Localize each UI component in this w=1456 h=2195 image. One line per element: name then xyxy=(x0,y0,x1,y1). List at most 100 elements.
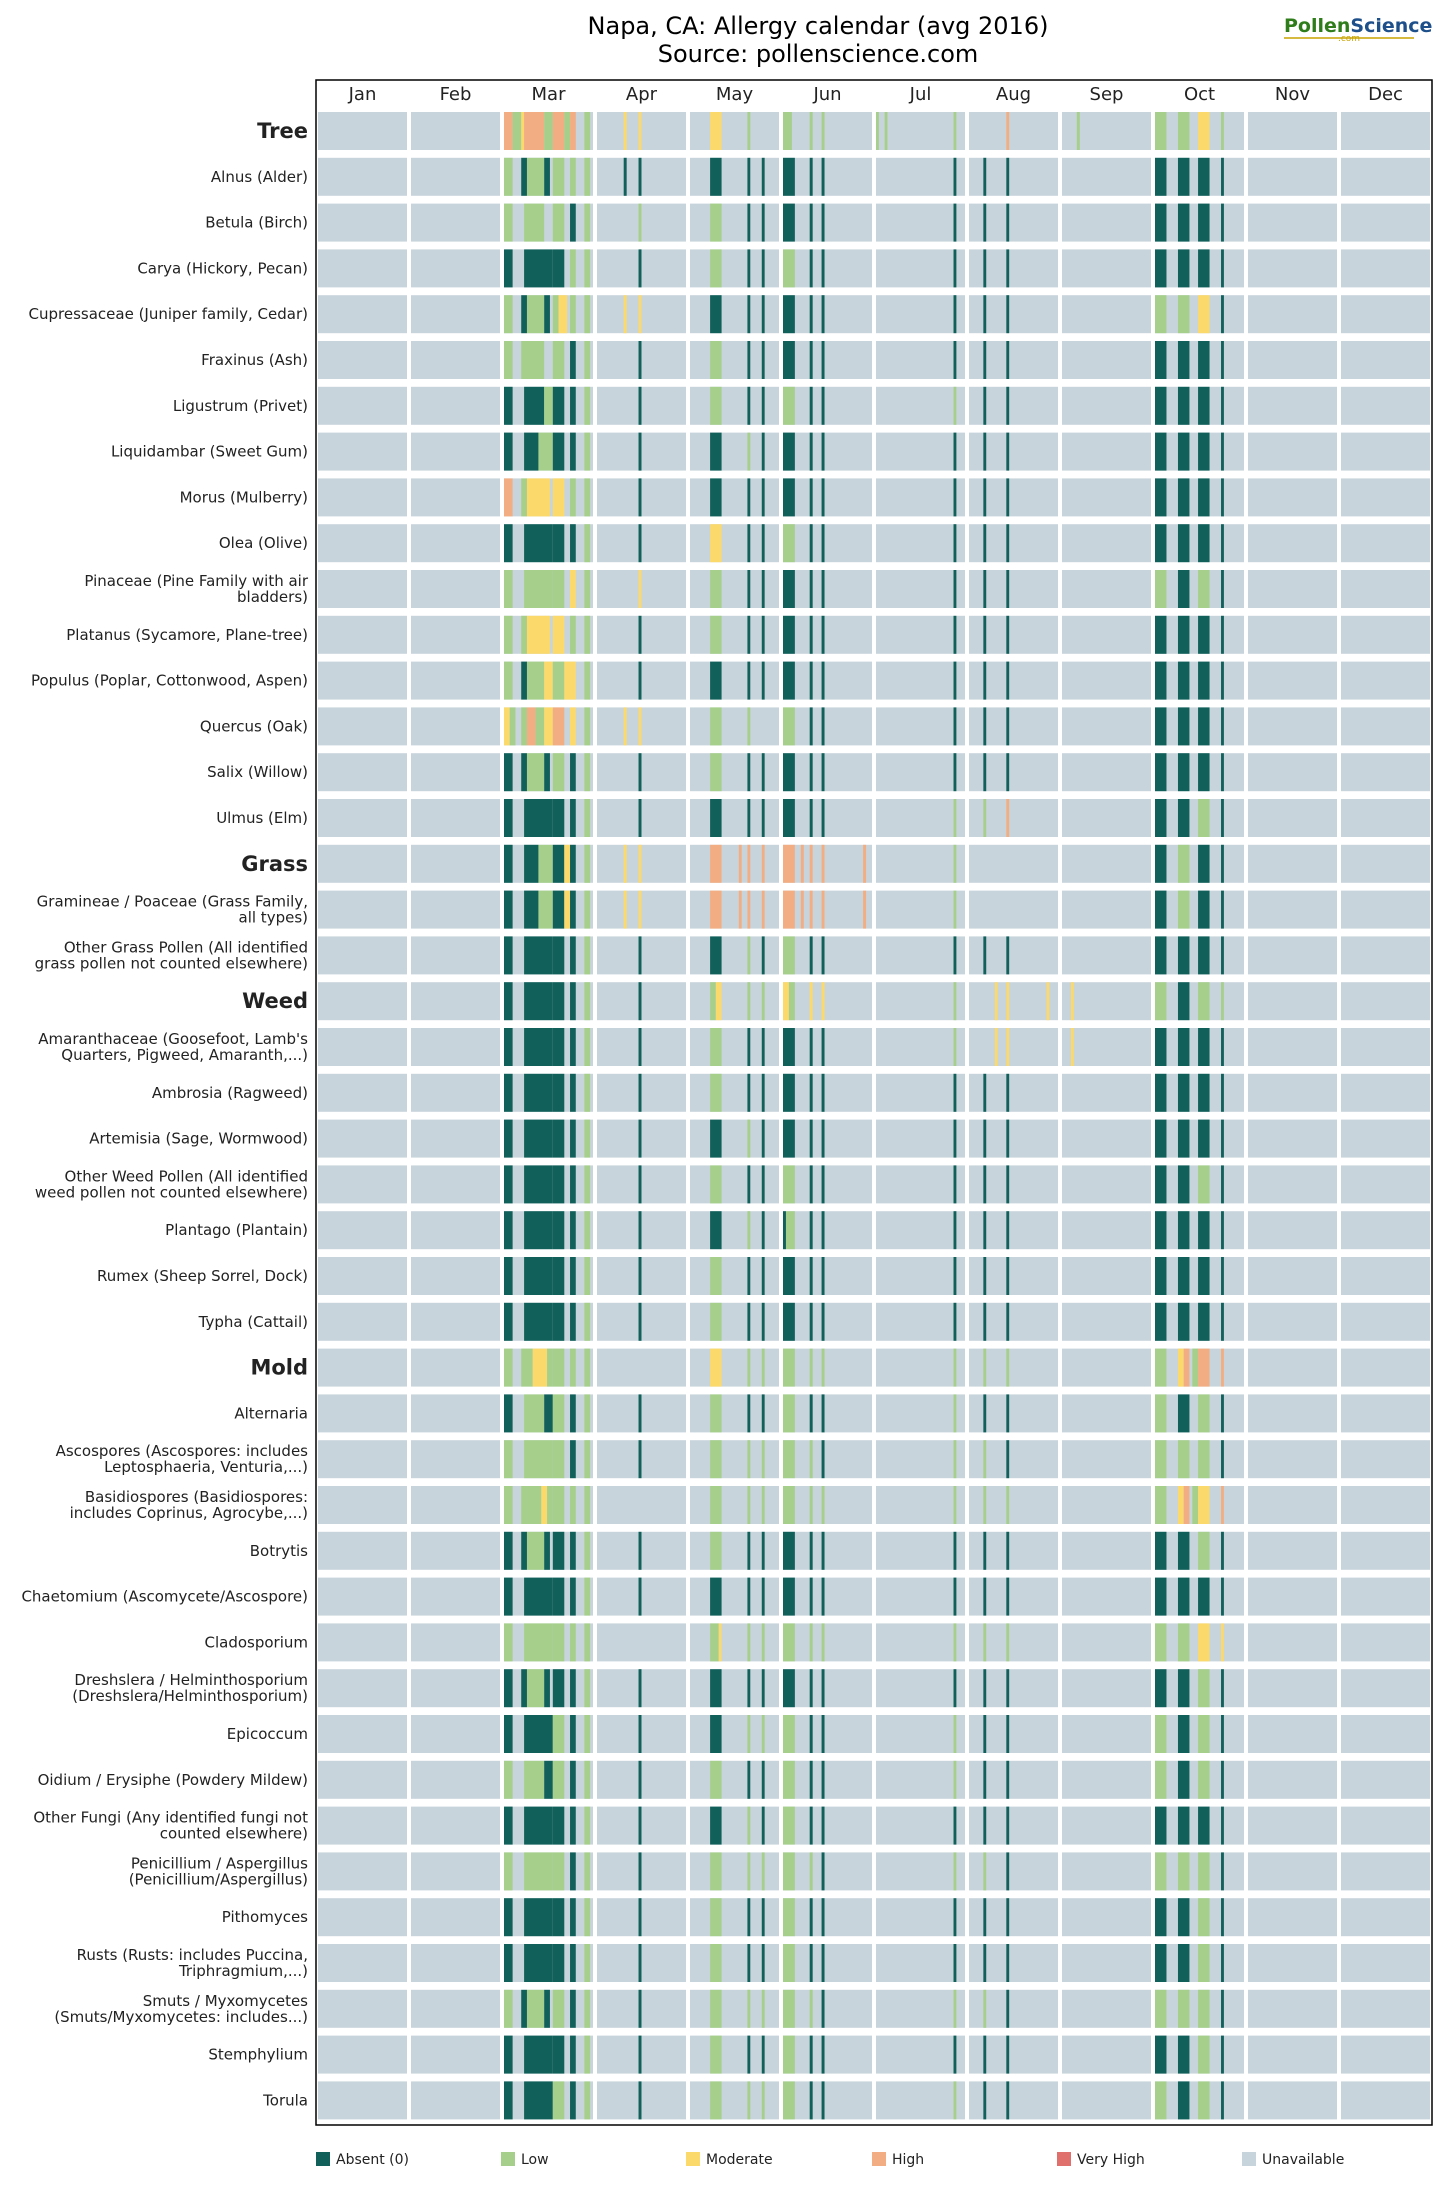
month-cell xyxy=(1248,1073,1337,1112)
pollen-mark xyxy=(504,1577,513,1616)
pollen-mark xyxy=(552,1806,565,1845)
pollen-mark xyxy=(747,1486,751,1524)
month-cell xyxy=(1341,1211,1430,1250)
month-cell xyxy=(411,1577,500,1616)
pollen-mark xyxy=(747,1944,751,1982)
pollen-mark xyxy=(821,1211,825,1250)
month-cell xyxy=(690,1531,779,1570)
month-cell xyxy=(318,707,407,746)
pollen-mark xyxy=(783,478,795,517)
pollen-mark xyxy=(524,936,553,975)
pollen-mark xyxy=(821,341,825,379)
pollen-mark xyxy=(983,753,987,792)
pollen-mark xyxy=(1006,661,1010,700)
month-cell xyxy=(1062,157,1151,196)
pollen-mark xyxy=(953,936,957,975)
month-cell xyxy=(1062,1348,1151,1387)
pollen-mark xyxy=(552,1989,565,2028)
pollen-mark xyxy=(524,570,553,608)
pollen-mark xyxy=(1177,1944,1190,1982)
pollen-mark xyxy=(747,112,751,150)
pollen-mark xyxy=(718,1623,722,1662)
pollen-mark xyxy=(638,295,642,334)
month-cell xyxy=(969,1760,1058,1799)
pollen-mark xyxy=(809,844,813,883)
pollen-mark xyxy=(809,982,813,1021)
month-cell xyxy=(318,1806,407,1845)
pollen-mark xyxy=(638,2035,642,2074)
month-cell xyxy=(318,1028,407,1066)
month-cell xyxy=(1062,1302,1151,1341)
month-cell xyxy=(969,1715,1058,1753)
pollen-mark xyxy=(1192,1348,1199,1387)
month-cell xyxy=(783,432,872,471)
month-cell xyxy=(411,1944,500,1982)
pollen-mark xyxy=(1155,615,1167,654)
pollen-mark xyxy=(1221,1257,1224,1295)
month-cell xyxy=(690,570,779,608)
pollen-mark xyxy=(552,1531,565,1570)
pollen-mark xyxy=(953,1119,957,1158)
pollen-mark xyxy=(570,799,576,837)
pollen-mark xyxy=(1221,1898,1224,1937)
pollen-mark xyxy=(552,432,565,471)
month-cell xyxy=(969,1531,1058,1570)
pollen-mark xyxy=(710,570,722,608)
pollen-mark xyxy=(710,1302,722,1341)
month-cell xyxy=(411,1806,500,1845)
month-cell xyxy=(969,1852,1058,1891)
month-cell xyxy=(318,1715,407,1753)
month-cell xyxy=(411,1394,500,1433)
pollen-mark xyxy=(1006,1257,1010,1295)
pollen-mark xyxy=(584,2035,591,2074)
month-cell xyxy=(411,1073,500,1112)
pollen-mark xyxy=(983,1623,987,1662)
group-label: Tree xyxy=(257,119,308,143)
row-label: Botrytis xyxy=(250,1542,308,1560)
month-cell xyxy=(1248,203,1337,242)
pollen-mark xyxy=(1221,1119,1224,1158)
pollen-mark xyxy=(1221,478,1224,517)
pollen-mark xyxy=(1155,844,1167,883)
month-cell xyxy=(1248,570,1337,608)
pollen-mark xyxy=(1155,1257,1167,1295)
pollen-mark xyxy=(564,890,571,929)
pollen-mark xyxy=(983,386,987,425)
pollen-mark xyxy=(584,1623,591,1662)
pollen-mark xyxy=(809,661,813,700)
pollen-mark xyxy=(783,1073,795,1112)
pollen-mark xyxy=(570,1989,576,2028)
month-cell xyxy=(411,1302,500,1341)
pollen-mark xyxy=(747,1577,751,1616)
pollen-mark xyxy=(710,1073,722,1112)
pollen-mark xyxy=(1221,1302,1224,1341)
month-cell xyxy=(1341,1989,1430,2028)
pollen-mark xyxy=(953,1394,957,1433)
month-cell xyxy=(876,1165,965,1204)
row-label: Other Grass Pollen (All identified xyxy=(64,938,308,956)
pollen-mark xyxy=(1183,1348,1190,1387)
month-cell xyxy=(876,1486,965,1524)
pollen-mark xyxy=(953,615,957,654)
month-cell xyxy=(1248,753,1337,792)
month-cell xyxy=(318,1348,407,1387)
row-label: Alnus (Alder) xyxy=(211,168,308,186)
month-cell xyxy=(411,1486,500,1524)
month-cell xyxy=(690,1898,779,1937)
month-cell xyxy=(1248,386,1337,425)
pollen-mark xyxy=(584,1348,591,1387)
pollen-mark xyxy=(1177,112,1190,150)
pollen-mark xyxy=(953,1760,957,1799)
pollen-mark xyxy=(783,432,795,471)
pollen-mark xyxy=(623,707,627,746)
pollen-mark xyxy=(1198,386,1210,425)
month-cell xyxy=(783,1211,872,1250)
pollen-mark xyxy=(570,1028,576,1066)
month-cell xyxy=(318,1623,407,1662)
pollen-mark xyxy=(1177,844,1190,883)
pollen-mark xyxy=(710,1806,722,1845)
pollen-mark xyxy=(994,1028,998,1066)
pollen-mark xyxy=(1177,1715,1190,1753)
month-cell xyxy=(783,1760,872,1799)
row-label: Other Weed Pollen (All identified xyxy=(65,1167,308,1185)
